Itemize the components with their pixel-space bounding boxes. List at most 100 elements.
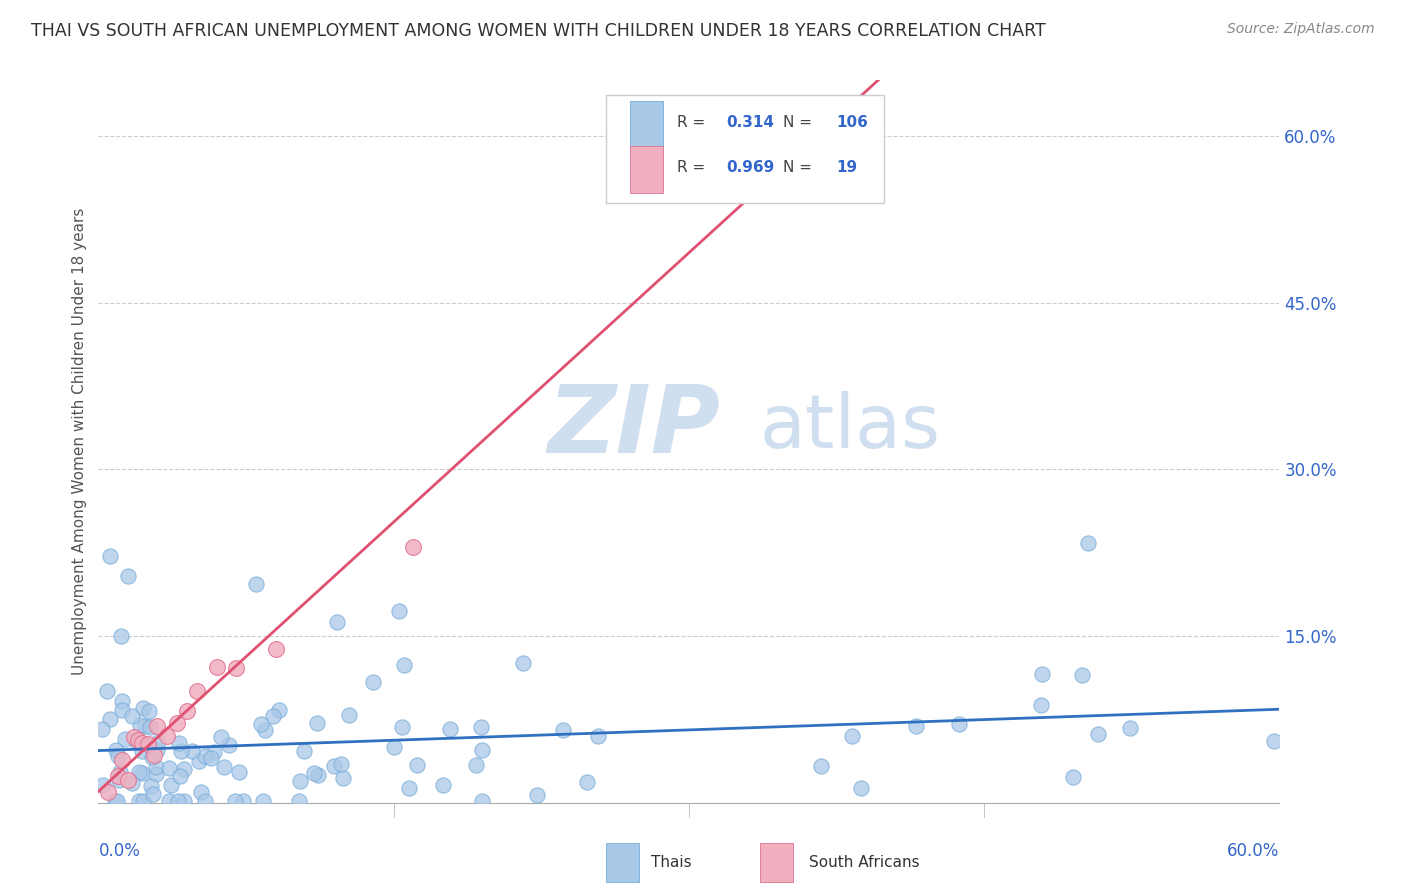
- Point: [145, 767, 167, 781]
- Point: [117, 773, 139, 788]
- Point: [337, 708, 360, 723]
- Point: [470, 720, 492, 734]
- Point: [125, 735, 148, 749]
- Text: 0.969: 0.969: [727, 161, 775, 176]
- Point: [551, 723, 574, 737]
- Point: [391, 720, 413, 734]
- Point: [138, 704, 160, 718]
- Text: atlas: atlas: [759, 391, 941, 464]
- Point: [361, 674, 384, 689]
- Point: [139, 719, 162, 733]
- Point: [245, 577, 267, 591]
- Text: 19: 19: [837, 161, 858, 176]
- Text: 106: 106: [837, 115, 869, 130]
- Text: Thais: Thais: [651, 855, 692, 871]
- Point: [104, 794, 127, 808]
- Point: [330, 756, 353, 771]
- Point: [156, 729, 179, 743]
- Point: [205, 659, 228, 673]
- Point: [146, 735, 169, 749]
- Point: [142, 787, 165, 801]
- Point: [97, 785, 120, 799]
- Point: [269, 703, 291, 717]
- Point: [107, 769, 129, 783]
- Point: [250, 717, 273, 731]
- Point: [307, 768, 329, 782]
- Point: [132, 794, 155, 808]
- FancyBboxPatch shape: [759, 843, 793, 882]
- Point: [576, 775, 599, 789]
- Point: [224, 794, 246, 808]
- Point: [322, 759, 344, 773]
- Point: [1031, 698, 1053, 713]
- Point: [810, 759, 832, 773]
- Point: [394, 658, 416, 673]
- Text: 0.314: 0.314: [727, 115, 775, 130]
- Text: R =: R =: [678, 161, 710, 176]
- Point: [128, 794, 150, 808]
- Point: [841, 729, 863, 743]
- Point: [464, 757, 486, 772]
- Point: [432, 778, 454, 792]
- Text: R =: R =: [678, 115, 710, 130]
- Point: [131, 736, 153, 750]
- Point: [225, 661, 247, 675]
- Text: South Africans: South Africans: [810, 855, 920, 871]
- Point: [202, 745, 225, 759]
- Point: [1070, 668, 1092, 682]
- Point: [747, 162, 769, 177]
- Point: [905, 719, 928, 733]
- FancyBboxPatch shape: [606, 95, 884, 203]
- Point: [157, 761, 180, 775]
- Point: [292, 744, 315, 758]
- Point: [218, 738, 240, 752]
- Point: [131, 744, 153, 758]
- Point: [122, 730, 145, 744]
- Text: Source: ZipAtlas.com: Source: ZipAtlas.com: [1227, 22, 1375, 37]
- Point: [169, 769, 191, 783]
- Point: [252, 794, 274, 808]
- Point: [264, 641, 287, 656]
- Point: [232, 794, 254, 808]
- Point: [176, 704, 198, 718]
- Text: 60.0%: 60.0%: [1227, 842, 1279, 860]
- Point: [132, 701, 155, 715]
- Point: [166, 715, 188, 730]
- Point: [98, 712, 121, 726]
- Point: [134, 719, 156, 733]
- Point: [110, 629, 132, 643]
- Point: [332, 771, 354, 785]
- Point: [111, 703, 134, 717]
- Point: [146, 742, 169, 756]
- Point: [326, 615, 349, 630]
- Point: [136, 737, 159, 751]
- Point: [173, 794, 195, 808]
- Point: [96, 684, 118, 698]
- Point: [212, 760, 235, 774]
- Point: [194, 748, 217, 763]
- Point: [108, 773, 131, 788]
- Point: [111, 694, 134, 708]
- Point: [129, 718, 152, 732]
- FancyBboxPatch shape: [606, 843, 640, 882]
- Point: [288, 773, 311, 788]
- Point: [398, 780, 420, 795]
- Point: [305, 715, 328, 730]
- Point: [160, 778, 183, 792]
- Point: [170, 744, 193, 758]
- Point: [1119, 721, 1142, 735]
- Point: [157, 794, 180, 808]
- Point: [108, 765, 131, 780]
- Point: [254, 723, 277, 737]
- Point: [526, 788, 548, 802]
- Point: [173, 762, 195, 776]
- Y-axis label: Unemployment Among Women with Children Under 18 years: Unemployment Among Women with Children U…: [72, 208, 87, 675]
- Point: [1087, 726, 1109, 740]
- Point: [1031, 666, 1053, 681]
- Point: [200, 751, 222, 765]
- Point: [117, 569, 139, 583]
- Point: [121, 775, 143, 789]
- FancyBboxPatch shape: [630, 101, 664, 148]
- Point: [382, 739, 405, 754]
- Point: [127, 733, 149, 747]
